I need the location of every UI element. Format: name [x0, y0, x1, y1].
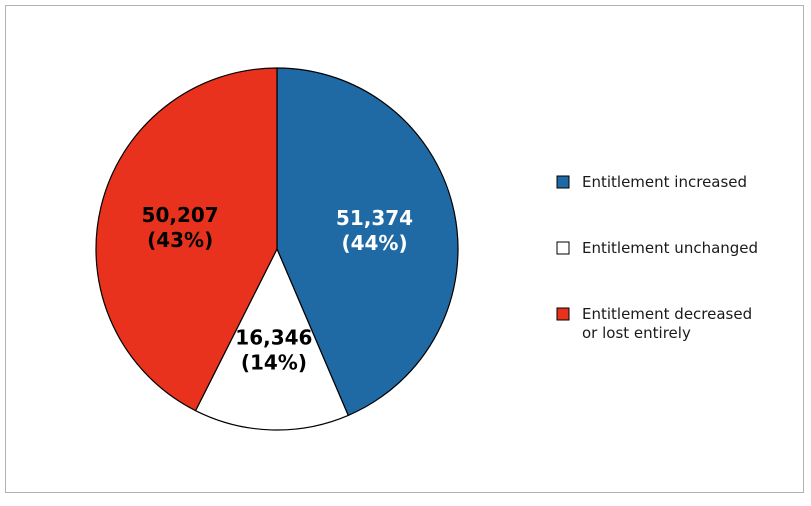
chart-frame: 51,374 (44%) 16,346 (14%) 50,207 (43%) Entitle…	[5, 5, 804, 493]
pie-chart: 51,374(44%) 16,346(14%) 50,207(43%) Entitle…	[95, 67, 758, 431]
pie-slice-1	[276, 67, 459, 417]
legend-swatch-3	[556, 307, 570, 321]
pie-slice-3	[95, 67, 278, 412]
slice-percent-label-2: (14%)	[241, 351, 307, 375]
slice-percent-label-1: (44%)	[341, 231, 407, 255]
legend-swatch-2	[556, 241, 570, 255]
slice-value-label-1: 51,374	[336, 206, 413, 230]
pie-slice-2	[194, 248, 349, 431]
slice-value-label-2: 16,346	[235, 326, 312, 350]
slice-percent-label-3: (43%)	[147, 228, 213, 252]
legend-label-3-line-1: Entitlement decreased	[582, 305, 752, 323]
legend-label-2: Entitlement unchanged	[582, 239, 758, 257]
slice-value-label-3: 50,207	[142, 203, 219, 227]
legend-swatch-1	[556, 175, 570, 189]
legend-label-3-line-2: or lost entirely	[582, 324, 691, 342]
legend-label-1: Entitlement increased	[582, 173, 747, 191]
